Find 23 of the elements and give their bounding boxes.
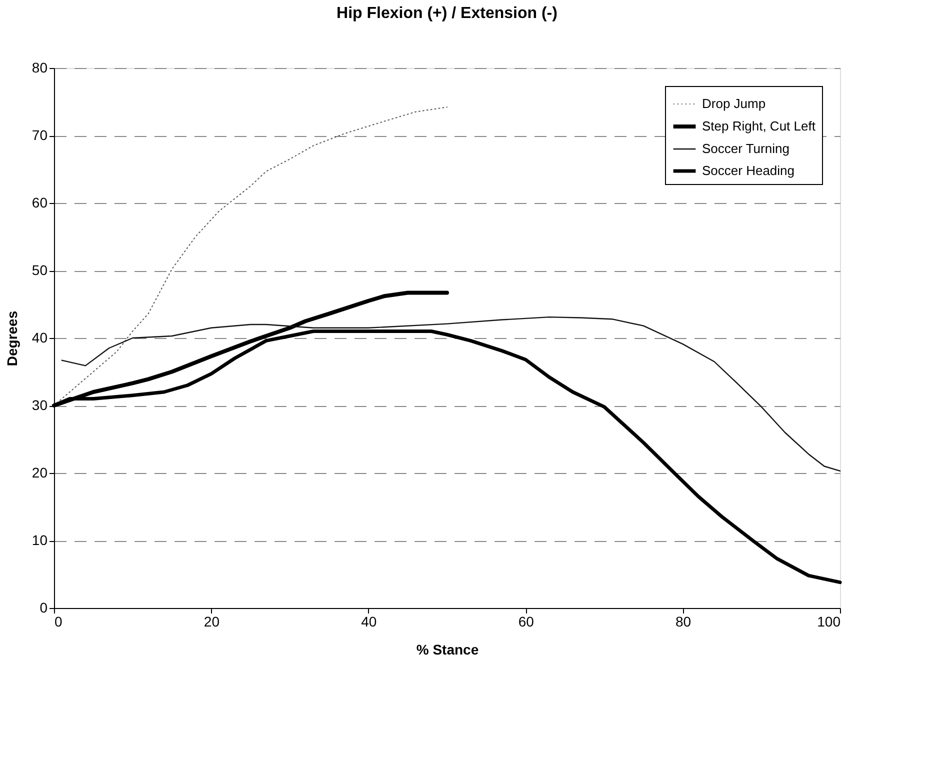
y-tick-label: 50 — [32, 262, 48, 278]
x-tick-label: 80 — [676, 614, 692, 630]
y-tick-label: 20 — [32, 464, 48, 480]
y-tick-label: 0 — [40, 600, 48, 616]
y-tick-label: 10 — [32, 532, 48, 548]
legend-label: Drop Jump — [702, 96, 766, 111]
y-tick-label: 30 — [32, 397, 48, 413]
x-tick-label: 0 — [54, 614, 62, 630]
x-tick-label: 40 — [361, 614, 377, 630]
y-tick-label: 70 — [32, 127, 48, 143]
legend-label: Soccer Turning — [702, 141, 790, 156]
legend-label: Soccer Heading — [702, 163, 794, 178]
x-tick-label: 20 — [204, 614, 220, 630]
y-tick-label: 60 — [32, 194, 48, 210]
chart-title: Hip Flexion (+) / Extension (-) — [336, 5, 558, 22]
line-series — [61, 316, 841, 472]
y-axis-title: Degrees — [4, 310, 20, 366]
x-tick-label: 60 — [518, 614, 534, 630]
x-tick-label: 100 — [817, 614, 841, 630]
legend-label: Step Right, Cut Left — [702, 118, 816, 134]
x-axis-title: % Stance — [416, 642, 479, 658]
y-tick-label: 40 — [32, 330, 48, 346]
y-tick-label: 80 — [32, 60, 48, 76]
